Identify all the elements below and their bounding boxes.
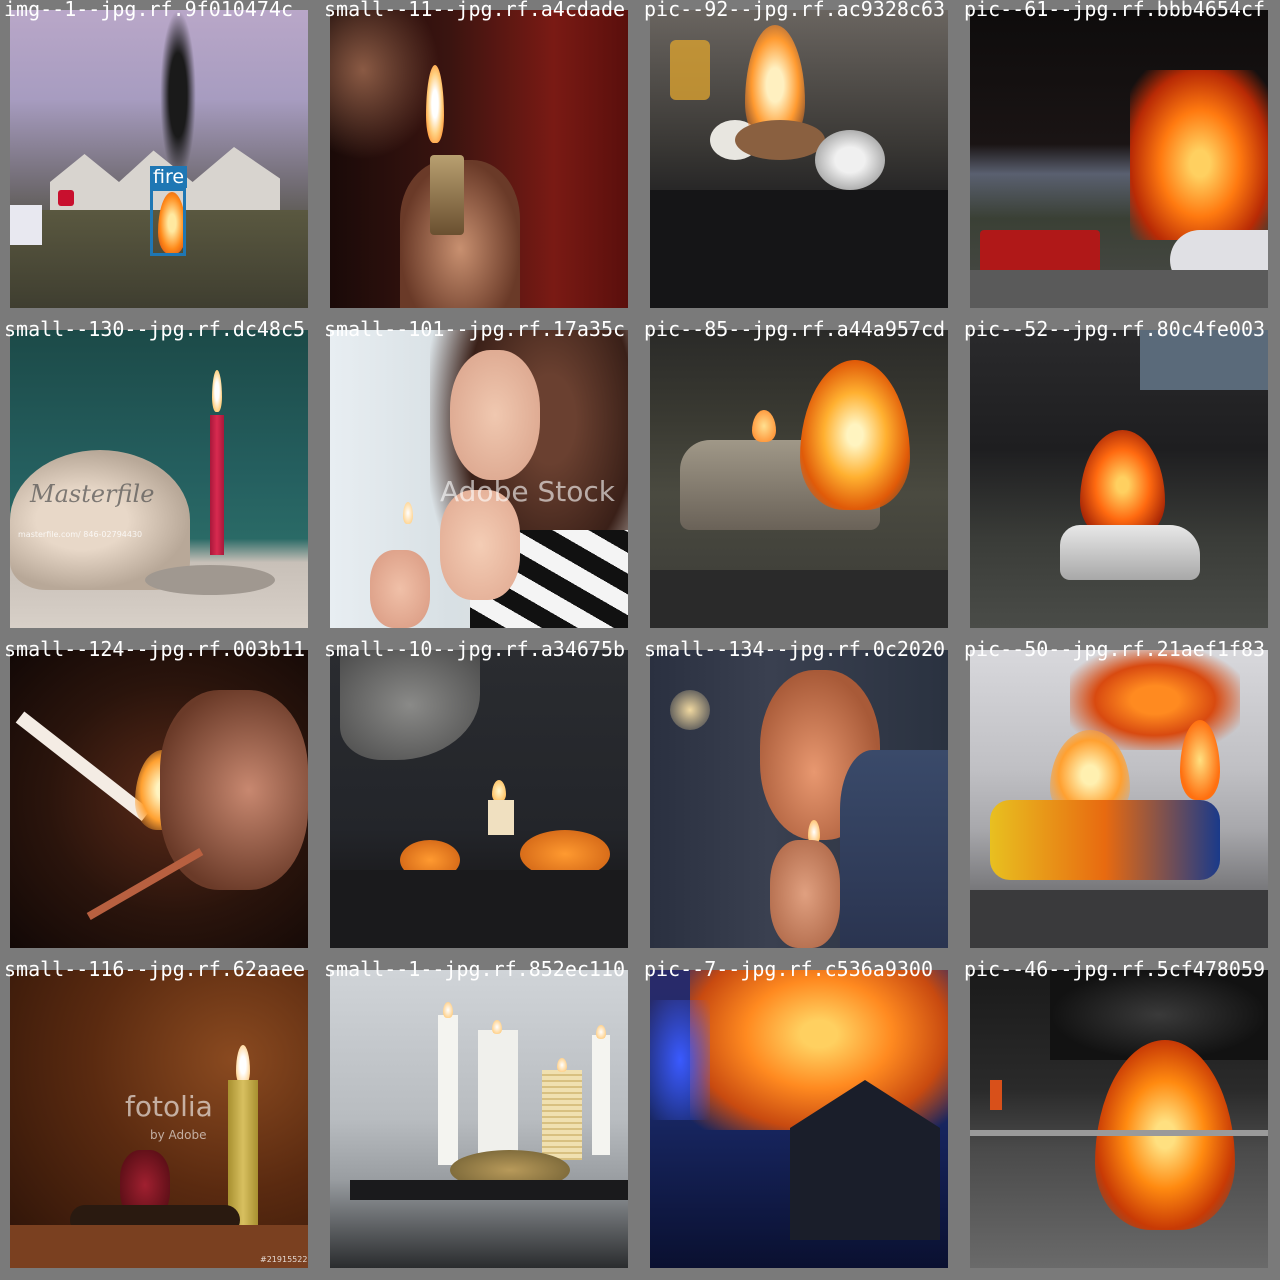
tile-photo	[330, 10, 628, 308]
tile-8: fire pic--52--jpg.rf.80c4fe003	[960, 320, 1280, 640]
tile-photo	[650, 10, 948, 308]
tile-photo	[330, 970, 628, 1268]
tile-filename: small--1--jpg.rf.852ec110	[324, 960, 626, 981]
tile-13: fotolia by Adobe #219155221 fire small--…	[0, 960, 320, 1280]
fire-bounding-box	[150, 188, 186, 256]
tile-filename: small--124--jpg.rf.003b11	[4, 640, 306, 661]
tile-photo	[970, 10, 1268, 308]
tile-photo	[10, 650, 308, 948]
tile-filename: small--11--jpg.rf.a4cdade	[324, 0, 626, 21]
tile-6: Adobe Stock fire small--101--jpg.rf.17a3…	[320, 320, 640, 640]
watermark-text: fotolia	[125, 1090, 213, 1123]
watermark-text: Masterfile	[30, 480, 155, 508]
tile-2: fire small--11--jpg.rf.a4cdade	[320, 0, 640, 320]
tile-11: fire small--134--jpg.rf.0c2020	[640, 640, 960, 960]
watermark-text: Adobe Stock	[440, 475, 615, 508]
tile-filename: img--1--jpg.rf.9f010474c	[4, 0, 293, 21]
tile-filename: small--130--jpg.rf.dc48c5	[4, 320, 306, 341]
tile-photo	[650, 330, 948, 628]
tile-filename: pic--61--jpg.rf.bbb4654cf	[964, 0, 1266, 21]
tile-4: fire pic--61--jpg.rf.bbb4654cf	[960, 0, 1280, 320]
tile-photo	[650, 970, 948, 1268]
tile-filename: pic--85--jpg.rf.a44a957cd	[644, 320, 946, 341]
tile-15: fire pic--7--jpg.rf.c536a9300	[640, 960, 960, 1280]
tile-filename: small--101--jpg.rf.17a35c	[324, 320, 626, 341]
tile-photo: Adobe Stock	[330, 330, 628, 628]
tile-photo	[970, 650, 1268, 948]
tile-photo: fotolia by Adobe #219155221	[10, 970, 308, 1268]
tile-photo: Masterfile masterfile.com/ 846-02794430	[10, 330, 308, 628]
watermark-text: masterfile.com/ 846-02794430	[18, 530, 143, 539]
tile-14: fire fire fire fire small--1--jpg.rf.852…	[320, 960, 640, 1280]
watermark-text: by Adobe	[150, 1128, 207, 1142]
tile-1: fire img--1--jpg.rf.9f010474c	[0, 0, 320, 320]
tile-filename: small--134--jpg.rf.0c2020	[644, 640, 946, 661]
tile-photo	[970, 330, 1268, 628]
tile-9: fire small--124--jpg.rf.003b11	[0, 640, 320, 960]
tile-10: fire small--10--jpg.rf.a34675b	[320, 640, 640, 960]
tile-12: fire fire fire pic--50--jpg.rf.21aef1f83	[960, 640, 1280, 960]
fire-label: fire	[150, 166, 188, 188]
tile-filename: pic--50--jpg.rf.21aef1f83	[964, 640, 1266, 661]
tile-photo	[330, 650, 628, 948]
tile-5: Masterfile masterfile.com/ 846-02794430 …	[0, 320, 320, 640]
tile-filename: pic--52--jpg.rf.80c4fe003	[964, 320, 1266, 341]
tile-7: fire fire pic--85--jpg.rf.a44a957cd	[640, 320, 960, 640]
tile-filename: small--116--jpg.rf.62aaee	[4, 960, 306, 981]
tile-16: fire pic--46--jpg.rf.5cf478059	[960, 960, 1280, 1280]
tile-photo	[10, 10, 308, 308]
tile-filename: small--10--jpg.rf.a34675b	[324, 640, 626, 661]
tile-photo	[650, 650, 948, 948]
watermark-text: #219155221	[260, 1255, 308, 1264]
tile-filename: pic--92--jpg.rf.ac9328c63	[644, 0, 946, 21]
tile-filename: pic--46--jpg.rf.5cf478059	[964, 960, 1266, 981]
tile-filename: pic--7--jpg.rf.c536a9300	[644, 960, 933, 981]
tile-3: fire pic--92--jpg.rf.ac9328c63	[640, 0, 960, 320]
tile-photo	[970, 970, 1268, 1268]
